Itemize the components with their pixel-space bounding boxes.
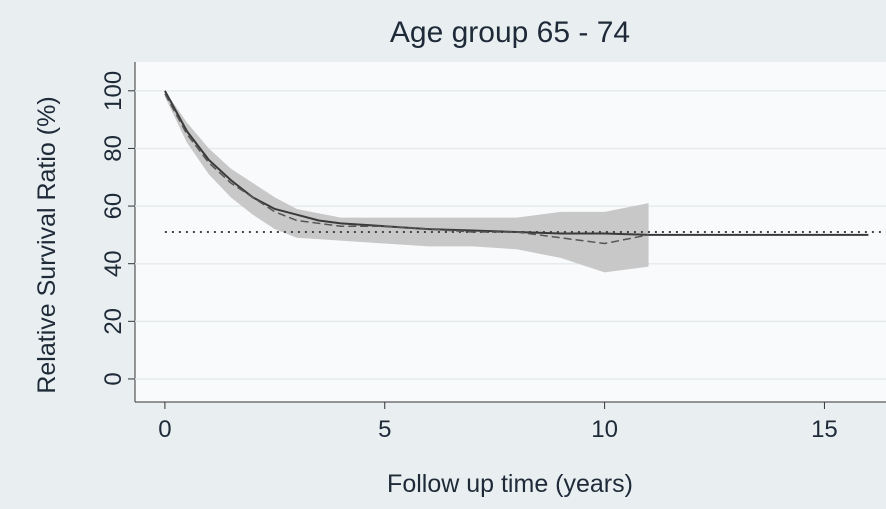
y-tick-label: 80 xyxy=(100,135,127,162)
y-axis-label: Relative Survival Ratio (%) xyxy=(33,96,61,393)
y-tick-label: 0 xyxy=(100,372,127,385)
line xyxy=(164,93,649,245)
line xyxy=(164,90,869,236)
x-tick-label: 15 xyxy=(811,416,838,443)
x-tick-label: 5 xyxy=(378,416,391,443)
chart-title: Age group 65 - 74 xyxy=(390,16,630,49)
confidence-band xyxy=(164,90,649,273)
x-axis-label: Follow up time (years) xyxy=(387,470,633,498)
y-tick-label: 40 xyxy=(100,250,127,277)
y-tick-label: 60 xyxy=(100,193,127,220)
x-tick-label: 0 xyxy=(158,416,171,443)
x-tick-label: 10 xyxy=(591,416,618,443)
y-tick-label: 100 xyxy=(100,71,127,111)
y-tick-label: 20 xyxy=(100,308,127,335)
